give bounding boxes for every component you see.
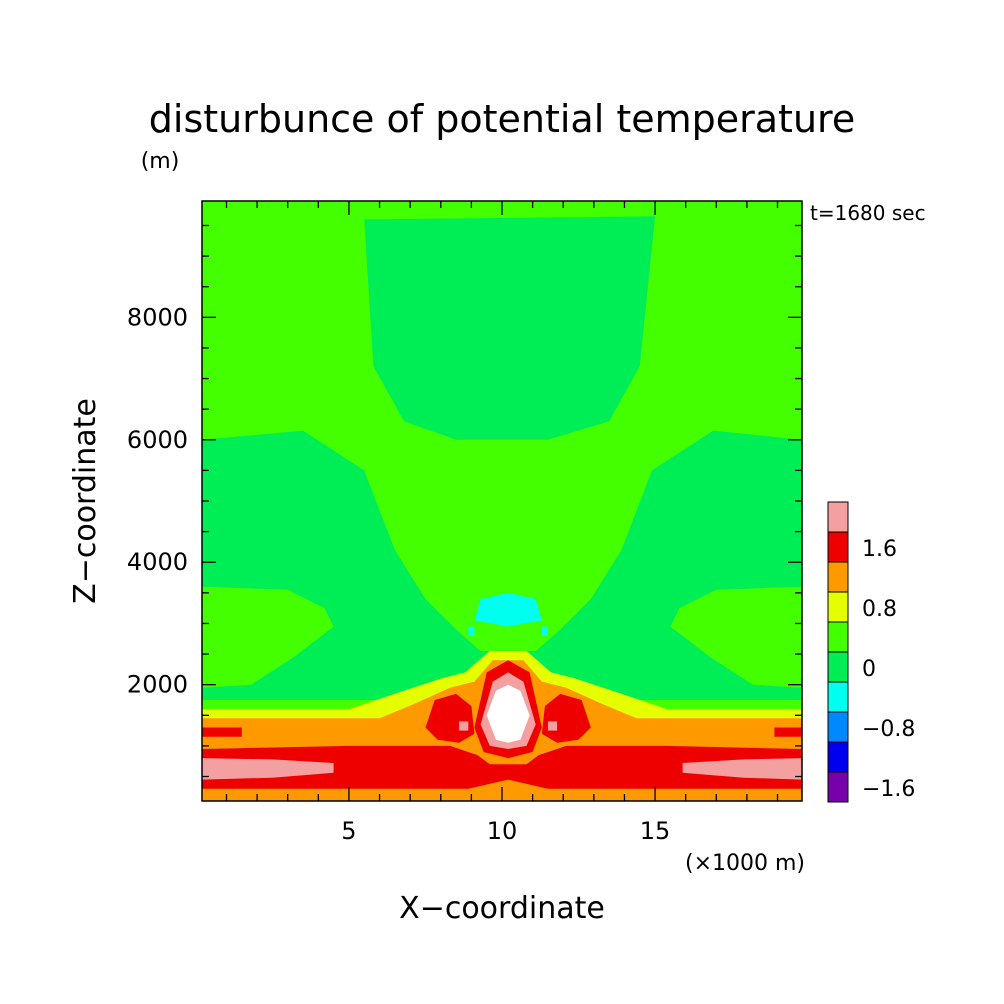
units-label: (m) xyxy=(141,149,180,174)
contour-region-surface-pink-right xyxy=(682,758,802,780)
colorbar-label: 0 xyxy=(862,657,876,682)
colorbar-swatch xyxy=(827,681,849,713)
contour-region-thin-red-layer-right xyxy=(774,727,802,737)
colorbar-swatch xyxy=(827,621,849,653)
contour-region-cold-patch xyxy=(474,592,542,627)
contour-region-surface-pink-left xyxy=(202,758,334,780)
colorbar-label: 1.6 xyxy=(862,537,897,562)
colorbar-swatch xyxy=(827,531,849,563)
x-tick-label: 15 xyxy=(640,817,671,845)
x-tick-label: 10 xyxy=(487,817,518,845)
colorbar-label: 0.8 xyxy=(862,597,897,622)
time-label: t=1680 sec xyxy=(810,201,926,225)
colorbar-swatch xyxy=(827,741,849,773)
contour-region-warm-core-peak xyxy=(486,684,530,743)
contour-region-left-warm-spot xyxy=(459,721,469,731)
y-tick-label: 8000 xyxy=(127,303,188,331)
contour-region-cold-spot-right xyxy=(541,626,548,636)
contour-region-upper-neutral-lobe xyxy=(364,216,656,440)
colorbar-swatch xyxy=(827,591,849,623)
contour-region-surface-band-red xyxy=(202,745,802,789)
contour-region-right-warm-spot xyxy=(547,721,558,731)
x-tick-label: 5 xyxy=(341,817,356,845)
colorbar-swatch xyxy=(827,711,849,743)
colorbar-swatch xyxy=(827,561,849,593)
contour-region-central-neutral-region xyxy=(202,430,802,700)
chart-title: disturbunce of potential temperature xyxy=(149,97,855,141)
colorbar-swatch xyxy=(827,501,849,533)
plot-regions xyxy=(202,201,802,801)
contour-region-thin-red-layer xyxy=(202,727,242,737)
y-tick-label: 2000 xyxy=(127,671,188,699)
y-axis-label: Z−coordinate xyxy=(68,398,103,604)
colorbar-label: −0.8 xyxy=(862,717,915,742)
contour-region-cold-spot-left xyxy=(468,626,475,636)
y-tick-label: 6000 xyxy=(127,426,188,454)
x-axis-label: X−coordinate xyxy=(399,891,605,926)
colorbar-swatch xyxy=(827,651,849,683)
x-unit-label: (×1000 m) xyxy=(685,851,805,876)
x-axis-ticks: 5 10 15 xyxy=(225,201,779,845)
colorbar-swatch xyxy=(827,771,849,803)
colorbar: 1.6 0.8 0 −0.8 −1.6 xyxy=(827,501,915,803)
y-tick-label: 4000 xyxy=(127,548,188,576)
y-axis-ticks: 2000 4000 6000 8000 xyxy=(127,224,802,778)
colorbar-label: −1.6 xyxy=(862,777,915,802)
